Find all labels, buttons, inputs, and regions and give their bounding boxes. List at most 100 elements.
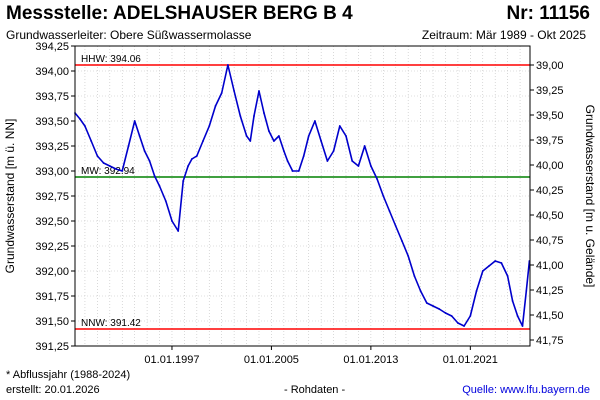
data-point xyxy=(438,308,441,310)
y2-tick-label: 39,75 xyxy=(536,135,564,147)
data-point xyxy=(450,315,453,317)
data-point xyxy=(79,118,81,120)
y2-tick-label: 40,75 xyxy=(536,235,564,247)
grid xyxy=(75,46,530,346)
y2-tick-label: 41,75 xyxy=(536,335,564,347)
y-tick-label: 392,25 xyxy=(35,241,69,253)
data-point xyxy=(500,262,503,264)
data-point xyxy=(469,315,472,317)
data-point xyxy=(273,140,275,142)
station-number: Nr: 11156 xyxy=(506,3,590,24)
data-point xyxy=(177,230,180,232)
data-point xyxy=(369,165,372,167)
data-point xyxy=(182,180,185,182)
y-tick-label: 391,50 xyxy=(35,316,69,328)
data-point xyxy=(320,140,323,142)
data-point xyxy=(102,162,105,164)
data-point xyxy=(239,115,242,117)
data-point xyxy=(214,105,217,107)
data-point xyxy=(268,130,270,132)
data-point xyxy=(282,150,285,152)
y-tick-label: 392,00 xyxy=(35,266,69,278)
data-point xyxy=(245,135,248,137)
y2-tick-label: 40,50 xyxy=(536,210,564,222)
data-point xyxy=(425,302,428,304)
y-tick-label: 393,00 xyxy=(35,166,69,178)
data-point xyxy=(195,155,198,157)
data-point xyxy=(488,265,490,267)
data-point xyxy=(314,120,316,122)
y-tick-label: 393,50 xyxy=(35,116,69,128)
data-point xyxy=(332,150,335,152)
data-point xyxy=(138,135,141,137)
data-point xyxy=(376,178,378,180)
data-point xyxy=(127,145,130,147)
source: Quelle: www.lfu.bayern.de xyxy=(462,384,590,396)
data-point xyxy=(302,155,305,157)
axes: 391,25 391,50 391,75 392,00 392,25 392,50 392,… xyxy=(35,41,563,366)
y-tick-label: 391,75 xyxy=(35,291,69,303)
data-point xyxy=(401,240,403,242)
data-point xyxy=(220,92,223,94)
data-point xyxy=(326,160,329,162)
data-point xyxy=(190,158,193,160)
aquifer-label: Grundwasserleiter: Obere Süßwassermolass… xyxy=(6,28,252,42)
y-tick-label: 394,00 xyxy=(35,66,69,78)
data-point xyxy=(148,160,151,162)
x-tick-label: 01.01.2013 xyxy=(343,354,398,366)
data-point xyxy=(233,90,236,92)
data-point xyxy=(419,290,422,292)
series-line xyxy=(74,64,531,327)
data-point xyxy=(516,315,519,317)
data-point xyxy=(511,300,514,302)
data-point xyxy=(208,125,211,127)
data-point xyxy=(202,140,204,142)
y-tick-label: 391,25 xyxy=(35,341,69,353)
y2-tick-label: 39,50 xyxy=(536,110,564,122)
data-point xyxy=(481,270,484,272)
data-point xyxy=(444,312,447,314)
x-tick-label: 01.01.2005 xyxy=(244,354,299,366)
data-point xyxy=(413,275,416,277)
data-point xyxy=(521,325,524,327)
data-point xyxy=(286,160,289,162)
data-point xyxy=(90,140,93,142)
y-tick-label: 393,25 xyxy=(35,141,69,153)
y-axis-label-left: Grundwasserstand [m ü. NN] xyxy=(3,119,17,274)
reference-lines: HHW: 394.06 MW: 392.94 NNW: 391.42 xyxy=(75,54,530,330)
data-point xyxy=(475,290,478,292)
data-point xyxy=(171,220,173,222)
data-point xyxy=(187,165,190,167)
data-point xyxy=(432,305,434,307)
data-point xyxy=(263,112,265,114)
data-point xyxy=(253,115,255,117)
data-point xyxy=(345,135,347,137)
data-point xyxy=(363,145,366,147)
data-point xyxy=(388,210,391,212)
source-label: Quelle: xyxy=(462,384,501,396)
period-label: Zeitraum: Mär 1989 - Okt 2025 xyxy=(421,28,586,42)
data-point xyxy=(121,170,124,172)
data-point xyxy=(307,135,310,137)
y2-tick-label: 41,00 xyxy=(536,260,564,272)
y-tick-label: 393,75 xyxy=(35,91,69,103)
data-point xyxy=(277,135,280,137)
raw-data-label: - Rohdaten - xyxy=(284,384,346,396)
footnote: * Abflussjahr (1988-2024) xyxy=(6,369,131,381)
y-tick-label: 392,75 xyxy=(35,191,69,203)
reference-label: MW: 392.94 xyxy=(81,166,135,177)
data-point xyxy=(143,150,146,152)
y-tick-label: 394,25 xyxy=(35,41,69,53)
data-point xyxy=(158,185,161,187)
data-point xyxy=(338,125,341,127)
data-point xyxy=(96,155,99,157)
data-point xyxy=(494,260,497,262)
data-point xyxy=(394,225,397,227)
data-point xyxy=(456,322,459,324)
x-tick-label: 01.01.2021 xyxy=(443,354,498,366)
data-point xyxy=(382,195,385,197)
source-link[interactable]: www.lfu.bayern.de xyxy=(500,384,590,396)
data-point xyxy=(227,64,229,66)
y2-tick-label: 41,50 xyxy=(536,310,564,322)
